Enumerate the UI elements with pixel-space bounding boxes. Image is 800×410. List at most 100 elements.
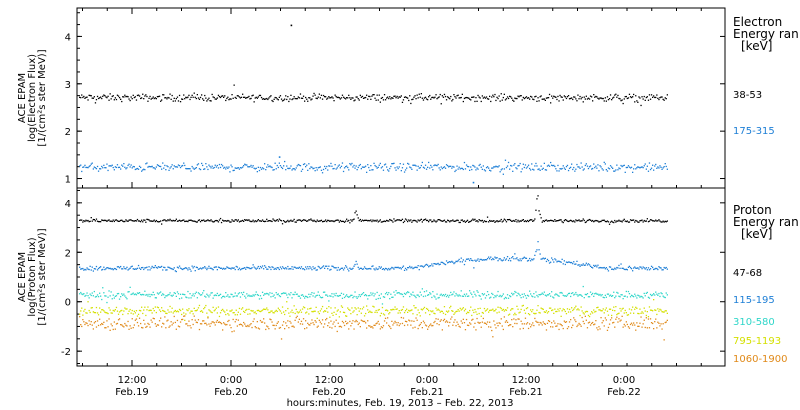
data-point (205, 267, 207, 269)
data-point (269, 292, 271, 294)
data-point (567, 292, 570, 295)
data-point (219, 166, 222, 169)
data-point (653, 299, 655, 301)
data-point (279, 165, 282, 167)
data-point (213, 266, 215, 269)
data-point (623, 323, 625, 326)
data-point (498, 165, 500, 167)
data-point (324, 220, 326, 222)
data-point (601, 322, 603, 324)
data-point (195, 310, 197, 312)
data-point (617, 94, 619, 97)
data-point (302, 163, 305, 166)
data-point (437, 163, 439, 166)
data-point (564, 310, 566, 313)
data-point (218, 266, 221, 269)
data-point (92, 328, 94, 330)
data-point (222, 219, 224, 221)
data-point (113, 99, 115, 101)
data-point (454, 220, 456, 222)
data-point (633, 267, 635, 269)
data-point (203, 219, 205, 221)
data-point (237, 167, 239, 169)
data-point (474, 218, 476, 220)
data-point (447, 262, 449, 264)
data-point (396, 166, 398, 168)
data-point (393, 308, 395, 311)
data-point (494, 310, 496, 312)
data-point (296, 267, 298, 269)
data-point (503, 168, 505, 170)
data-point (486, 98, 489, 100)
data-point (257, 265, 259, 268)
data-point (84, 323, 86, 326)
data-point (280, 98, 283, 100)
data-point (624, 325, 626, 327)
data-point (208, 309, 210, 311)
data-point (598, 309, 600, 311)
data-point (83, 321, 85, 323)
data-point (360, 220, 362, 222)
data-point (476, 167, 478, 169)
data-point (163, 219, 165, 221)
data-point (482, 294, 484, 296)
data-point (270, 296, 272, 298)
data-point (630, 294, 633, 296)
data-point (444, 293, 447, 296)
data-point (369, 95, 371, 98)
data-point (640, 312, 642, 314)
data-point (220, 267, 223, 269)
data-point (249, 98, 251, 100)
data-point (397, 219, 399, 221)
data-point (283, 220, 285, 222)
data-point (572, 220, 574, 223)
data-point (588, 296, 591, 298)
data-point (244, 267, 246, 269)
data-point (275, 309, 277, 312)
data-point (584, 221, 586, 224)
data-point (504, 296, 507, 299)
data-point (197, 97, 200, 99)
data-point (660, 221, 662, 223)
series-points (79, 195, 668, 225)
data-point (171, 220, 173, 222)
data-point (484, 170, 487, 172)
data-point (488, 221, 490, 223)
data-point (593, 295, 595, 297)
data-point (387, 96, 389, 98)
data-point (407, 267, 409, 269)
data-point (648, 327, 651, 329)
data-point (99, 292, 101, 294)
data-point (624, 268, 626, 271)
data-point (515, 97, 517, 100)
data-point (152, 167, 154, 169)
data-point (137, 325, 140, 327)
data-point (464, 295, 467, 297)
data-point (250, 309, 252, 312)
data-point (616, 164, 618, 166)
data-point (428, 326, 430, 328)
data-point (516, 168, 518, 170)
data-point (95, 218, 98, 220)
data-point (619, 307, 621, 310)
data-point (293, 168, 295, 170)
data-point (337, 295, 339, 297)
data-point (573, 294, 575, 296)
data-point (271, 266, 273, 268)
data-point (511, 292, 513, 294)
data-point (583, 219, 585, 222)
data-point (400, 95, 402, 97)
data-point (137, 313, 140, 315)
data-point (80, 268, 82, 270)
data-point (553, 95, 555, 97)
data-point (560, 291, 562, 294)
data-point (308, 219, 310, 221)
data-point (181, 297, 183, 299)
data-point (213, 294, 215, 297)
legend-title: Proton Energy ran [keV] (733, 203, 799, 241)
data-point (575, 320, 577, 323)
data-point (646, 218, 648, 220)
data-point (664, 310, 666, 312)
data-point (333, 293, 335, 295)
data-point (412, 98, 414, 100)
